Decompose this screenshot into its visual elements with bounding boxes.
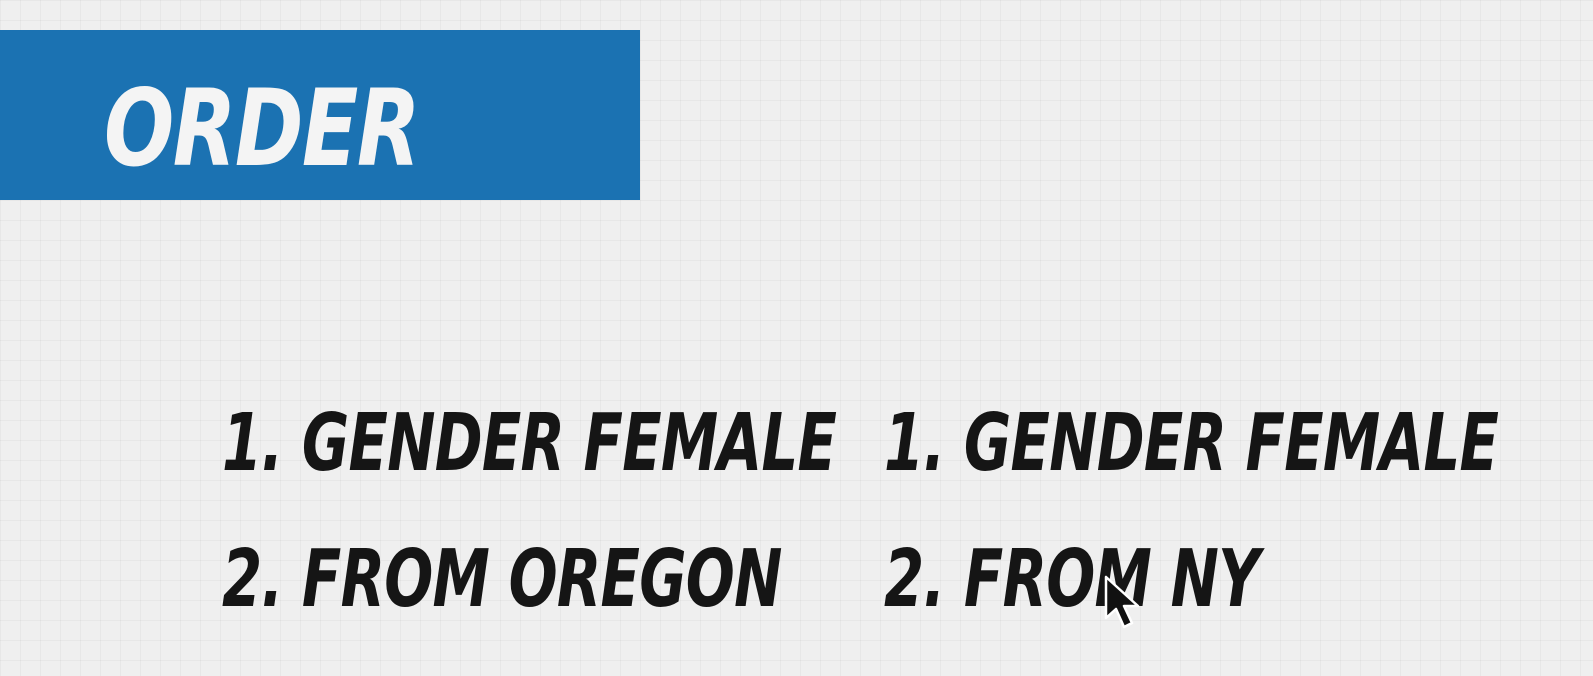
right-criteria-list: 1. GENDER FEMALE 2. FROM NY <box>884 404 1593 676</box>
right-criterion-item: 2. FROM NY <box>884 540 1593 676</box>
left-criterion-gender: 1. GENDER FEMALE <box>222 397 837 489</box>
left-criteria-list: 1. GENDER FEMALE 2. FROM OREGON <box>222 404 1063 676</box>
right-criterion-gender: 1. GENDER FEMALE <box>884 397 1499 489</box>
right-criterion-location: 2. FROM NY <box>884 533 1260 625</box>
title-banner: ORDER <box>0 30 640 200</box>
right-criterion-item: 1. GENDER FEMALE <box>884 404 1593 540</box>
left-criterion-item: 2. FROM OREGON <box>222 540 1063 676</box>
slide-canvas: ORDER 1. GENDER FEMALE 2. FROM OREGON 1.… <box>0 30 1499 629</box>
left-criterion-location: 2. FROM OREGON <box>222 533 782 625</box>
slide-title: ORDER <box>104 67 420 190</box>
mouse-pointer-icon <box>1104 575 1140 629</box>
left-criterion-item: 1. GENDER FEMALE <box>222 404 1063 540</box>
